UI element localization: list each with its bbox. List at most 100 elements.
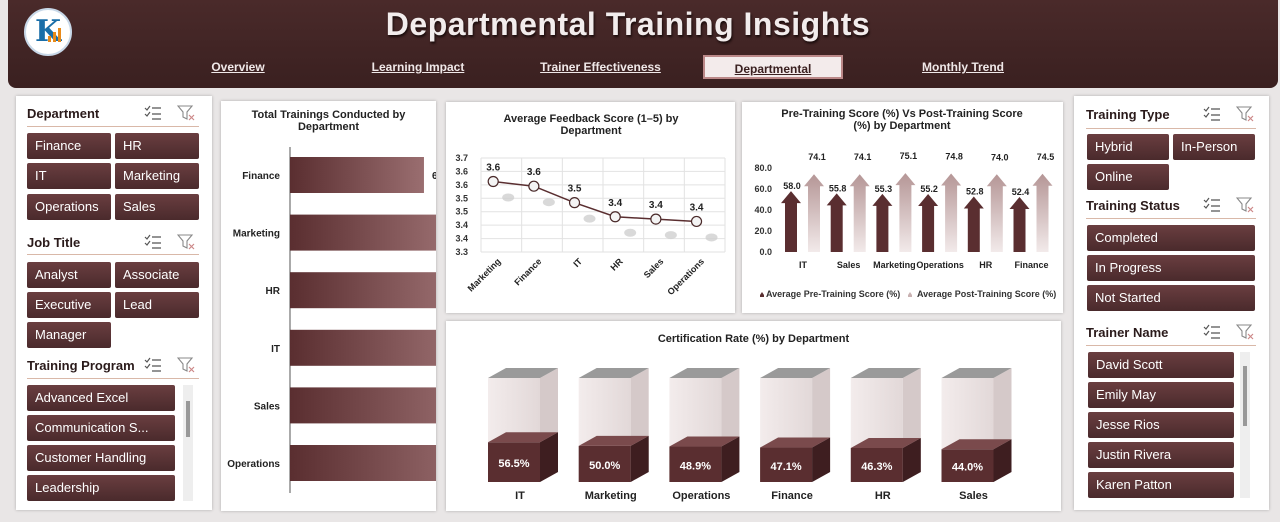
data-point <box>487 175 499 188</box>
slicer-item[interactable]: Executive <box>27 292 111 318</box>
data-label: 3.5 <box>568 184 582 195</box>
clear-filter-icon[interactable] <box>177 105 195 121</box>
bar <box>290 329 436 366</box>
scrollbar[interactable] <box>1240 352 1250 498</box>
clear-filter-icon[interactable] <box>1236 324 1254 340</box>
data-point <box>609 211 621 223</box>
y-tick-label: 3.4 <box>455 220 468 230</box>
x-tick-label: HR <box>608 256 625 273</box>
x-tick-label: Finance <box>1014 260 1048 270</box>
marker-shadow <box>705 233 718 242</box>
bar <box>290 272 436 309</box>
slicer-item[interactable]: Not Started <box>1087 285 1255 311</box>
data-label: 46.3% <box>861 461 892 473</box>
scrollbar[interactable] <box>183 385 193 501</box>
pre-score-arrow <box>963 196 984 252</box>
post-score-arrow <box>1032 173 1053 252</box>
bar-top <box>488 432 558 443</box>
slicer-item[interactable]: Marketing <box>115 163 199 189</box>
x-tick-label: Finance <box>512 256 543 287</box>
category-label: HR <box>266 286 281 297</box>
multi-select-icon[interactable] <box>1203 106 1221 122</box>
slicer-item[interactable]: Karen Patton <box>1088 472 1234 498</box>
slicer-title: Training Type <box>1086 107 1170 122</box>
pre-score-arrow <box>826 193 847 252</box>
marker-shadow <box>583 214 596 223</box>
slicer-item[interactable]: HR <box>115 133 199 159</box>
multi-select-icon[interactable] <box>144 357 162 373</box>
page-title: Departmental Training Insights <box>385 6 871 42</box>
data-label: 74.1 <box>808 152 826 162</box>
multi-select-icon[interactable] <box>1203 324 1221 340</box>
marker-shadow <box>542 198 555 207</box>
slicer-item[interactable]: In-Person <box>1173 134 1255 160</box>
bar-side <box>902 437 921 482</box>
y-tick-label: 3.6 <box>455 166 468 176</box>
post-score-arrow <box>849 174 870 252</box>
slicer-item[interactable]: Manager <box>27 322 111 348</box>
slicer-item[interactable]: IT <box>27 163 111 189</box>
tab-trainer-effectiveness[interactable]: Trainer Effectiveness <box>540 60 661 74</box>
chart-pre-post-score: Pre-Training Score (%) Vs Post-Training … <box>742 102 1063 313</box>
slicer-item[interactable]: Lead <box>115 292 199 318</box>
chart-certification-rate: Certification Rate (%) by Department 56.… <box>446 321 1061 511</box>
tab-monthly-trend[interactable]: Monthly Trend <box>922 60 1004 74</box>
slicer-item[interactable]: Analyst <box>27 262 111 288</box>
x-tick-label: Finance <box>771 490 813 502</box>
slicer-item[interactable]: Hybrid <box>1087 134 1169 160</box>
bar-top <box>578 435 649 446</box>
bar-side <box>812 437 831 482</box>
slicer-item[interactable]: Completed <box>1087 225 1255 251</box>
multi-select-icon[interactable] <box>1203 197 1221 213</box>
slicer-item[interactable]: Communication S... <box>27 415 175 441</box>
tab-departmental[interactable]: Departmental <box>703 55 843 79</box>
y-tick-label: 0.0 <box>759 247 772 257</box>
slicer-item[interactable]: Sales <box>115 194 199 220</box>
slicer-item[interactable]: Emily May <box>1088 382 1234 408</box>
x-tick-label: IT <box>799 260 808 270</box>
x-tick-label: Sales <box>959 490 988 502</box>
y-tick-label: 3.6 <box>455 180 468 190</box>
bar-top <box>760 437 831 448</box>
clear-filter-icon[interactable] <box>1236 106 1254 122</box>
tab-learning-impact[interactable]: Learning Impact <box>371 60 465 74</box>
pre-score-arrow <box>872 193 893 252</box>
data-label: 52.4 <box>1012 187 1030 197</box>
y-tick-label: 3.3 <box>455 247 468 257</box>
data-point <box>690 215 703 228</box>
x-tick-label: Sales <box>837 260 861 270</box>
slicer-item[interactable]: Finance <box>27 133 111 159</box>
legend-label: Average Pre-Training Score (%) <box>766 289 900 299</box>
y-tick-label: 3.4 <box>455 234 468 244</box>
slicer-item[interactable]: Advanced Excel <box>27 385 175 411</box>
slicer-item[interactable]: Justin Rivera <box>1088 442 1234 468</box>
slicer-title: Training Program <box>27 358 135 373</box>
category-label: Finance <box>242 171 280 182</box>
multi-select-icon[interactable] <box>144 105 162 121</box>
slicer-item[interactable]: Customer Handling <box>27 445 175 471</box>
clear-filter-icon[interactable] <box>1236 197 1254 213</box>
slicer-item[interactable]: Leadership <box>27 475 175 501</box>
data-label: 50.0% <box>589 460 620 472</box>
slicer-item[interactable]: David Scott <box>1088 352 1234 378</box>
slicer-item[interactable]: Operations <box>27 194 111 220</box>
y-tick-label: 20.0 <box>754 226 772 236</box>
slicer-item[interactable]: Online <box>1087 164 1169 190</box>
slicer-item[interactable]: Associate <box>115 262 199 288</box>
data-label: 3.4 <box>608 198 622 209</box>
bar <box>290 387 436 424</box>
data-label: 55.3 <box>875 184 893 194</box>
bar <box>488 442 540 482</box>
pre-score-arrow <box>781 191 801 252</box>
slicer-item[interactable]: In Progress <box>1087 255 1255 281</box>
clear-filter-icon[interactable] <box>177 234 195 250</box>
marker-shadow <box>502 193 515 202</box>
multi-select-icon[interactable] <box>144 234 162 250</box>
x-tick-label: IT <box>571 256 584 269</box>
x-tick-label: Operations <box>672 490 730 502</box>
slicer-item[interactable]: Jesse Rios <box>1088 412 1234 438</box>
clear-filter-icon[interactable] <box>177 357 195 373</box>
y-tick-label: 3.5 <box>455 207 468 217</box>
tab-overview[interactable]: Overview <box>211 60 265 74</box>
data-label: 3.4 <box>690 202 704 213</box>
